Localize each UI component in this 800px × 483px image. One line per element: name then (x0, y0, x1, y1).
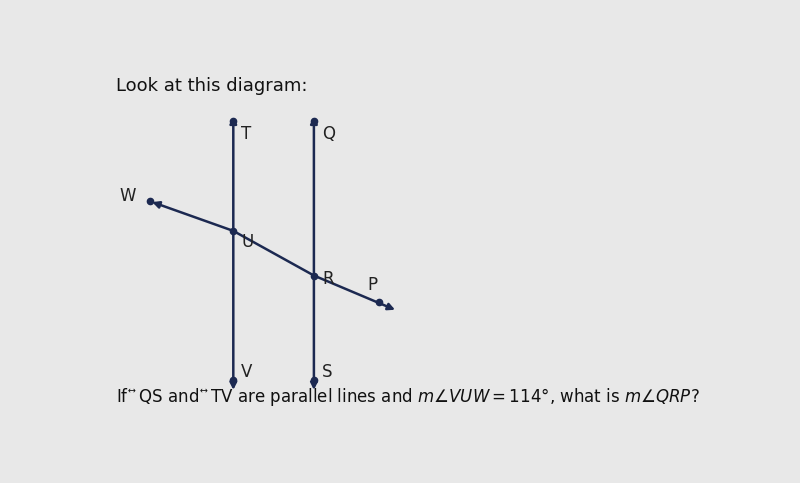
Text: Q: Q (322, 125, 335, 143)
Text: S: S (322, 363, 333, 381)
Text: U: U (242, 233, 254, 251)
Text: Look at this diagram:: Look at this diagram: (115, 76, 307, 95)
Text: W: W (119, 186, 136, 205)
Text: P: P (368, 276, 378, 294)
Text: If $\overleftrightarrow{\mathsf{QS}}$ and $\overleftrightarrow{\mathsf{TV}}$ are: If $\overleftrightarrow{\mathsf{QS}}$ an… (115, 385, 699, 408)
Text: R: R (322, 270, 334, 288)
Text: T: T (242, 125, 252, 143)
Text: V: V (242, 363, 253, 381)
